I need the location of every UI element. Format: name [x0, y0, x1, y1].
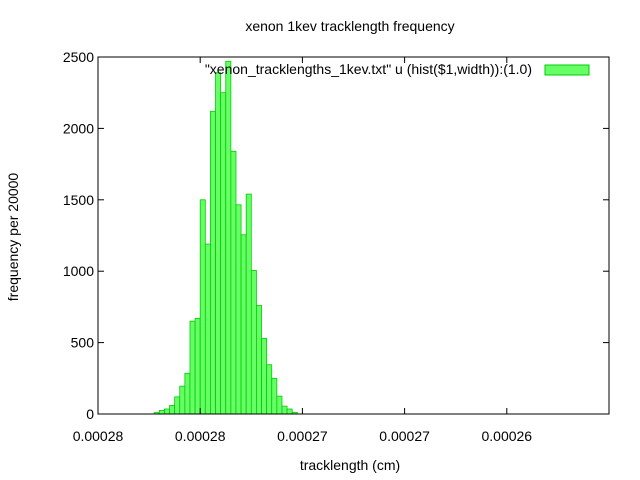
histogram-bar	[230, 150, 237, 415]
histogram-bar	[286, 408, 293, 415]
y-tick-label: 2000	[63, 120, 94, 136]
histogram-bar	[158, 410, 165, 415]
legend-swatch	[544, 64, 590, 76]
histogram-bar	[184, 372, 191, 415]
x-tick-label: 0.00028	[175, 428, 226, 444]
histogram-bar	[276, 395, 283, 415]
histogram-bar	[220, 92, 227, 415]
histogram-bar	[179, 385, 186, 415]
y-tick-label: 1500	[63, 192, 94, 208]
histogram-bar	[199, 199, 206, 415]
histogram-bar	[250, 270, 257, 415]
ticks-group: 0 500 1000 1500 2000 2500 0.00028 0.00028 0.0002…	[63, 49, 609, 444]
histogram-bar	[245, 193, 252, 415]
x-axis-label: tracklength (cm)	[300, 457, 400, 473]
y-axis-label: frequency per 20000	[5, 173, 21, 302]
chart-title: xenon 1kev tracklength frequency	[245, 18, 454, 34]
histogram-bar	[256, 305, 262, 415]
histogram-bar	[194, 317, 201, 415]
plot-border	[97, 56, 610, 415]
histogram-bar	[210, 110, 216, 415]
histogram-bar	[215, 72, 222, 415]
histogram-bar	[204, 243, 211, 415]
histogram-bar	[261, 337, 268, 415]
legend: "xenon_tracklengths_1kev.txt" u (hist($1…	[205, 61, 590, 77]
histogram-bar	[235, 204, 242, 415]
x-tick-label: 0.00027	[379, 428, 430, 444]
histogram-bar	[189, 320, 196, 415]
x-tick-label: 0.00027	[277, 428, 328, 444]
y-tick-label: 1000	[63, 263, 94, 279]
histogram-bar	[164, 408, 170, 415]
histogram-bar	[169, 405, 176, 415]
histogram-bar	[225, 60, 232, 415]
histogram-bar	[174, 396, 181, 415]
y-tick-label: 2500	[63, 49, 94, 65]
histogram-bar	[271, 377, 278, 415]
x-tick-label: 0.00028	[73, 428, 124, 444]
y-tick-label: 500	[71, 335, 95, 351]
histogram-bar	[240, 234, 247, 415]
y-tick-label: 0	[86, 406, 94, 422]
legend-label: "xenon_tracklengths_1kev.txt" u (hist($1…	[205, 61, 532, 77]
histogram-bar	[281, 405, 288, 415]
bars-group	[153, 60, 298, 415]
histogram-bar	[266, 364, 273, 415]
x-tick-label: 0.00026	[481, 428, 532, 444]
